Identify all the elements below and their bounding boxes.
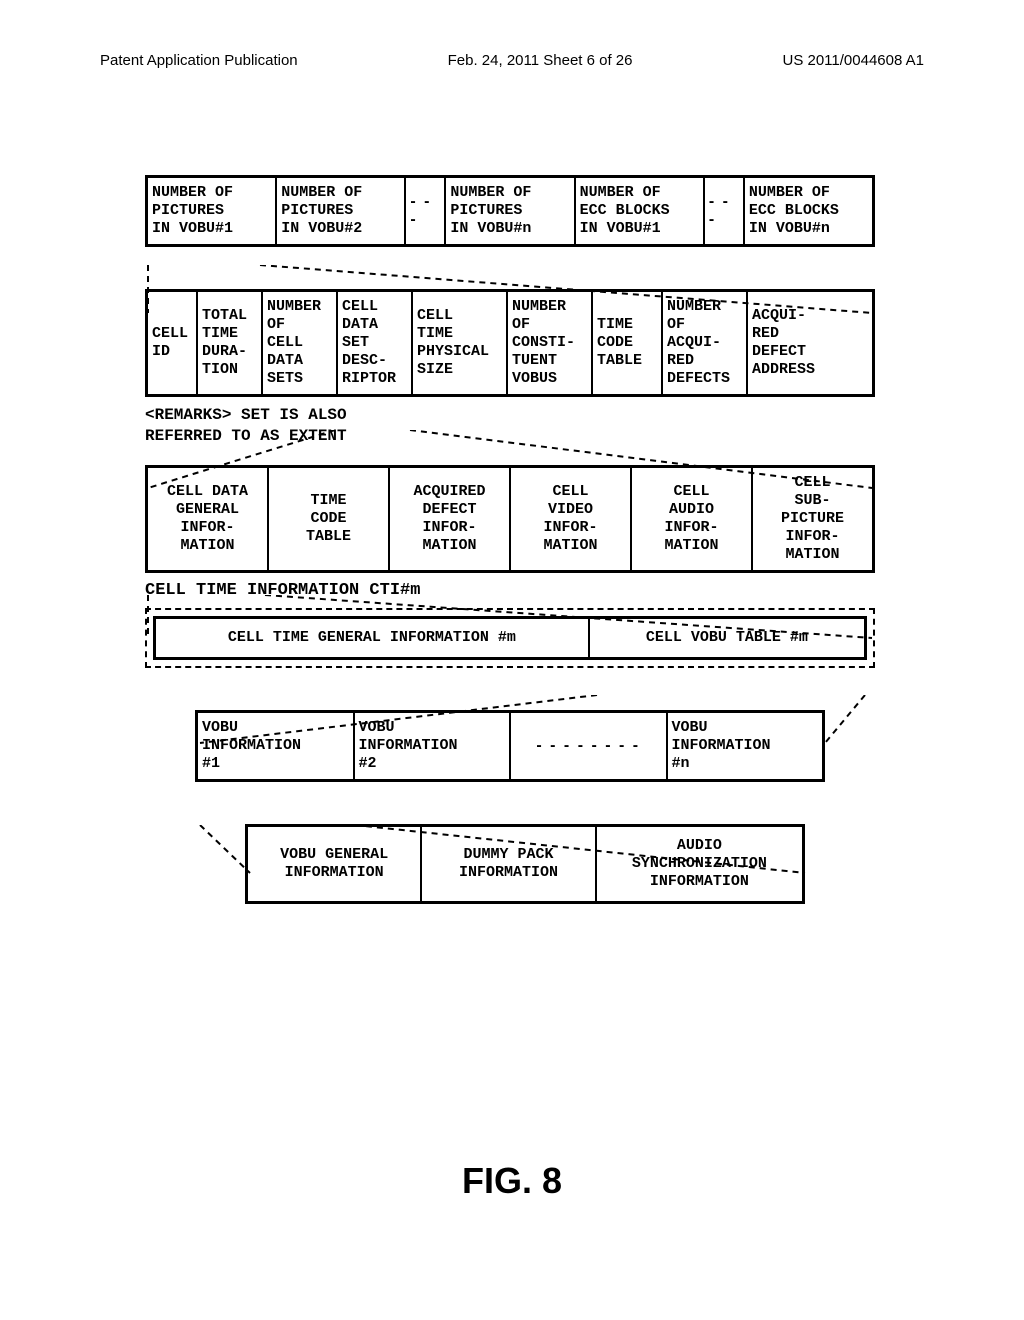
cell-time-phys-size: CELLTIMEPHYSICALSIZE bbox=[413, 292, 508, 394]
cell-ecc-vobun: NUMBER OFECC BLOCKSIN VOBU#n bbox=[745, 178, 872, 244]
ellipsis-icon: - - - bbox=[406, 178, 446, 244]
cell-defect-address: ACQUI-REDDEFECTADDRESS bbox=[748, 292, 833, 394]
row-cell-data-types: CELL DATAGENERALINFOR-MATION TIMECODETAB… bbox=[145, 465, 875, 573]
ellipsis-icon: - - - bbox=[705, 178, 745, 244]
cell-data-general: CELL DATAGENERALINFOR-MATION bbox=[148, 468, 269, 570]
row-vobu-counts: NUMBER OFPICTURESIN VOBU#1 NUMBER OFPICT… bbox=[145, 175, 875, 247]
cell-pictures-vobun: NUMBER OFPICTURESIN VOBU#n bbox=[446, 178, 575, 244]
cell-total-time: TOTALTIMEDURA-TION bbox=[198, 292, 263, 394]
row6-wrap: VOBU GENERALINFORMATION DUMMY PACKINFORM… bbox=[245, 824, 805, 904]
header-left: Patent Application Publication bbox=[100, 52, 298, 69]
cell-acquired-defect: ACQUIREDDEFECTINFOR-MATION bbox=[390, 468, 511, 570]
header-center: Feb. 24, 2011 Sheet 6 of 26 bbox=[448, 52, 633, 69]
cell-pictures-vobu2: NUMBER OFPICTURESIN VOBU#2 bbox=[277, 178, 406, 244]
row-vobu-info-parts: VOBU GENERALINFORMATION DUMMY PACKINFORM… bbox=[245, 824, 805, 904]
row-cti-parts: CELL TIME GENERAL INFORMATION #m CELL VO… bbox=[153, 616, 867, 660]
cell-num-vobus: NUMBEROFCONSTI-TUENTVOBUS bbox=[508, 292, 593, 394]
vobu-info-n: VOBUINFORMATION#n bbox=[668, 713, 823, 779]
diagram-container: NUMBER OFPICTURESIN VOBU#1 NUMBER OFPICT… bbox=[145, 175, 875, 912]
cell-id: CELLID bbox=[148, 292, 198, 394]
cell-vobu-table: CELL VOBU TABLE #m bbox=[590, 619, 864, 657]
ellipsis-icon: - - - - - - - - bbox=[511, 713, 668, 779]
cell-num-data-sets: NUMBEROFCELLDATASETS bbox=[263, 292, 338, 394]
cell-num-defects: NUMBEROFACQUI-REDDEFECTS bbox=[663, 292, 748, 394]
figure-label: FIG. 8 bbox=[0, 1160, 1024, 1202]
cell-time-code: TIMECODETABLE bbox=[269, 468, 390, 570]
header-right: US 2011/0044608 A1 bbox=[782, 52, 924, 69]
cell-time-code-table: TIMECODETABLE bbox=[593, 292, 663, 394]
cell-subpicture-info: CELLSUB-PICTUREINFOR-MATION bbox=[753, 468, 872, 570]
vobu-general-info: VOBU GENERALINFORMATION bbox=[248, 827, 422, 901]
cell-data-set-desc: CELLDATASETDESC-RIPTOR bbox=[338, 292, 413, 394]
audio-sync-info: AUDIOSYNCHRONIZATIONINFORMATION bbox=[597, 827, 802, 901]
cell-ecc-vobu1: NUMBER OFECC BLOCKSIN VOBU#1 bbox=[576, 178, 705, 244]
row-cell-details: CELLID TOTALTIMEDURA-TION NUMBEROFCELLDA… bbox=[145, 289, 875, 397]
dashed-cti-box: CELL TIME GENERAL INFORMATION #m CELL VO… bbox=[145, 608, 875, 668]
vobu-info-1: VOBUINFORMATION#1 bbox=[198, 713, 355, 779]
cell-audio-info: CELLAUDIOINFOR-MATION bbox=[632, 468, 753, 570]
remarks-text: <REMARKS> SET IS ALSOREFERRED TO AS EXTE… bbox=[145, 405, 875, 447]
cell-video-info: CELLVIDEOINFOR-MATION bbox=[511, 468, 632, 570]
vobu-info-2: VOBUINFORMATION#2 bbox=[355, 713, 512, 779]
dummy-pack-info: DUMMY PACKINFORMATION bbox=[422, 827, 596, 901]
caption-cti: CELL TIME INFORMATION CTI#m bbox=[145, 581, 875, 600]
row-vobu-info-list: VOBUINFORMATION#1 VOBUINFORMATION#2 - - … bbox=[195, 710, 825, 782]
page-header: Patent Application Publication Feb. 24, … bbox=[100, 52, 924, 69]
row5-wrap: VOBUINFORMATION#1 VOBUINFORMATION#2 - - … bbox=[195, 710, 825, 782]
cell-time-general-info: CELL TIME GENERAL INFORMATION #m bbox=[156, 619, 590, 657]
cell-pictures-vobu1: NUMBER OFPICTURESIN VOBU#1 bbox=[148, 178, 277, 244]
